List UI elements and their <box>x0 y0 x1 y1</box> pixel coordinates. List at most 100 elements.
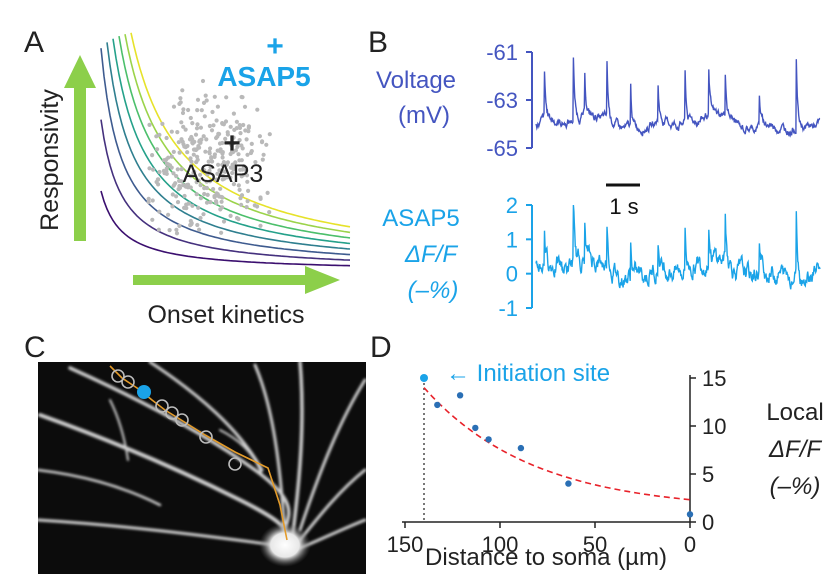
scatter-dot <box>204 98 209 103</box>
scatter-dot <box>214 118 219 123</box>
contour-line <box>100 119 351 261</box>
scatter-dot <box>248 150 254 156</box>
scatter-dot <box>197 227 202 232</box>
scatter-dot <box>177 150 182 155</box>
scatter-dot <box>195 97 201 102</box>
scatter-dot <box>174 231 180 236</box>
data-point <box>517 444 525 452</box>
scatter-dot <box>255 107 260 112</box>
scatter-dot <box>184 182 189 188</box>
scatter-dot <box>238 131 243 136</box>
scatter-dot <box>195 122 200 127</box>
scatter-dot <box>242 104 248 109</box>
scatter-dot <box>218 207 223 212</box>
scatter-dot <box>259 140 265 145</box>
scatter-dot <box>202 186 207 191</box>
data-point <box>434 401 441 409</box>
scatter-dot <box>198 125 203 130</box>
scatter-dot <box>209 128 215 133</box>
voltage-ticks: -61 -63 -65 <box>486 40 532 161</box>
scatter-dot <box>245 179 250 184</box>
scatter-dot <box>162 171 167 176</box>
recording-site <box>199 430 213 444</box>
scatter-dot <box>190 121 195 126</box>
scatter-dot <box>180 110 186 116</box>
asap5-trace-label: ASAP5 <box>382 205 459 232</box>
asap5-tick-label: 0 <box>506 262 518 287</box>
asap3-marker: + <box>223 127 241 160</box>
scatter-dot <box>244 137 249 142</box>
scatter-dot <box>169 165 174 170</box>
scatter-dot <box>196 205 201 210</box>
scatter-dot <box>246 188 251 193</box>
scatter-dot <box>177 223 182 228</box>
scatter-dot <box>253 160 258 165</box>
scatter-dot <box>212 154 217 159</box>
scatter-dot <box>220 173 226 178</box>
scatter-dot <box>194 192 199 197</box>
recording-site <box>165 406 179 420</box>
scatter-dot <box>185 150 190 155</box>
scatter-dot <box>257 134 262 139</box>
scatter-dot <box>169 129 174 134</box>
scatter-dot <box>244 205 249 210</box>
scatter-dot <box>217 131 222 137</box>
scatter-dot <box>206 159 211 164</box>
scatter-dot <box>169 154 174 159</box>
scatter-dot <box>229 142 234 147</box>
asap5-unit-label: (–%) <box>408 277 459 304</box>
scatter-dot <box>157 169 162 175</box>
scatter-dot <box>267 132 272 137</box>
scatter-dot <box>171 104 177 109</box>
scatter-dot <box>179 167 184 172</box>
voltage-tick-label: -65 <box>486 136 518 161</box>
scatter-cloud <box>146 78 272 236</box>
scatter-dot <box>170 192 175 197</box>
scatter-dot <box>174 227 179 232</box>
asap5-tick-label: -1 <box>498 296 518 321</box>
scatter-dot <box>191 170 196 175</box>
scatter-dot <box>188 156 193 161</box>
scatter-dot <box>220 140 225 146</box>
scatter-dot <box>188 174 193 179</box>
contour-line <box>100 48 351 256</box>
y-axis-label-responsivity: Responsivity <box>36 89 64 231</box>
scatter-dot <box>226 174 231 180</box>
asap5-trace <box>535 204 821 290</box>
scatter-dot <box>190 203 195 208</box>
scatter-dot <box>156 227 161 232</box>
scatter-dot <box>224 162 229 167</box>
scatter-dot <box>231 111 236 116</box>
scatter-dot <box>215 171 220 176</box>
scatter-dot <box>203 93 208 98</box>
scatter-dot <box>204 200 210 205</box>
data-point <box>686 511 694 518</box>
scatter-dot <box>198 196 203 201</box>
scatter-dot <box>147 122 152 127</box>
d-y-tick-label: 10 <box>702 414 726 439</box>
scatter-dot <box>237 123 242 128</box>
scatter-dot <box>210 159 215 164</box>
scatter-dot <box>200 78 206 84</box>
scatter-dot <box>207 179 212 184</box>
scatter-dot <box>180 88 185 93</box>
scatter-dot <box>157 209 162 214</box>
d-y-label-local: Local <box>766 399 823 426</box>
d-y-ticks: 0 5 10 15 <box>690 366 726 535</box>
scatter-dot <box>210 109 215 115</box>
scatter-dot <box>205 192 210 197</box>
d-x-axis-label: Distance to soma (µm) <box>425 544 667 571</box>
voltage-label: Voltage <box>376 67 456 94</box>
scatter-dot <box>188 185 193 190</box>
scatter-dot <box>147 166 152 171</box>
scatter-dot <box>214 200 219 205</box>
scatter-dot <box>180 139 185 144</box>
asap5-marker: + <box>266 30 284 63</box>
onset-kinetics-arrow-icon <box>133 266 340 294</box>
scatter-dot <box>231 182 236 187</box>
scatter-dot <box>146 196 151 201</box>
scatter-dot <box>172 182 177 187</box>
panel-b-letter: B <box>368 26 388 59</box>
scatter-dot <box>235 144 240 149</box>
scatter-dot <box>236 152 241 157</box>
